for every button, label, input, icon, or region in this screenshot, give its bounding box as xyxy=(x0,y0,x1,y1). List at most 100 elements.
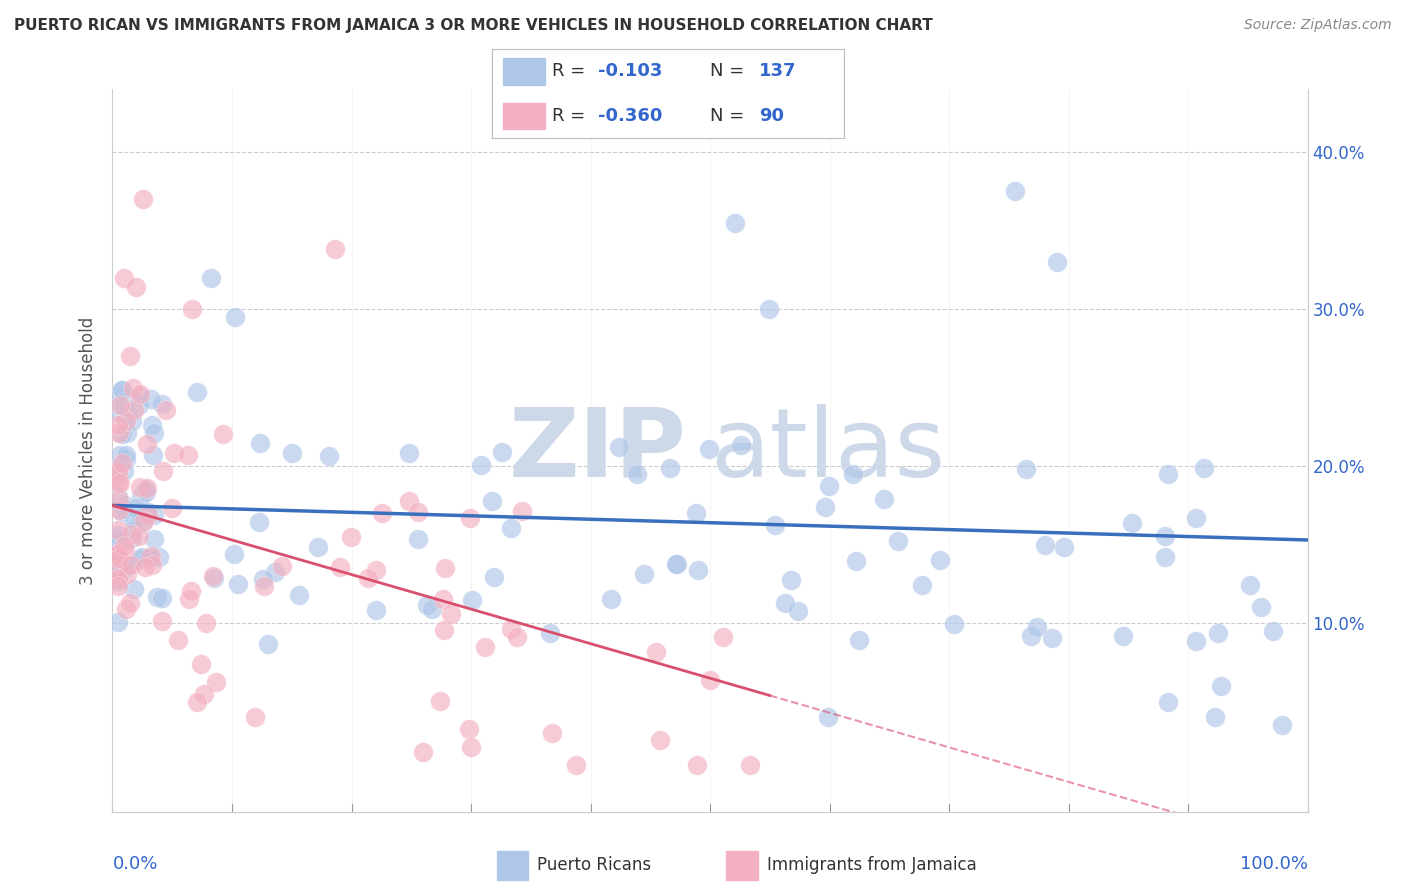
Point xyxy=(758,302,780,317)
Point xyxy=(148,549,170,564)
Point xyxy=(121,414,143,428)
Point xyxy=(115,601,138,615)
Point xyxy=(115,567,138,582)
Point xyxy=(626,467,648,481)
Point xyxy=(271,558,294,573)
Point xyxy=(1015,462,1038,476)
Point xyxy=(138,508,160,523)
Point xyxy=(281,446,304,460)
Text: -0.360: -0.360 xyxy=(598,107,662,125)
Point xyxy=(699,673,721,687)
Point xyxy=(108,476,131,491)
Point xyxy=(433,623,456,637)
Point xyxy=(108,466,131,480)
Point xyxy=(166,632,188,647)
Point xyxy=(600,592,623,607)
Point xyxy=(510,504,533,518)
Point xyxy=(122,381,145,395)
Point xyxy=(112,539,135,553)
Text: ZIP: ZIP xyxy=(508,404,686,497)
Point xyxy=(491,445,513,459)
Point xyxy=(114,543,136,558)
Point xyxy=(163,446,186,460)
Point xyxy=(1153,529,1175,543)
Point xyxy=(107,405,129,419)
Point xyxy=(252,572,274,586)
Point xyxy=(134,482,156,496)
Text: -0.103: -0.103 xyxy=(598,62,662,80)
Point xyxy=(686,563,709,577)
Point xyxy=(114,533,136,548)
Point xyxy=(108,551,131,566)
Point xyxy=(541,726,564,740)
Point xyxy=(318,449,340,463)
Point xyxy=(118,595,141,609)
Point xyxy=(114,270,135,285)
Point xyxy=(943,616,966,631)
Point xyxy=(224,547,246,561)
Point xyxy=(107,547,129,561)
Point xyxy=(125,280,148,294)
Point xyxy=(928,552,950,566)
Point xyxy=(108,502,131,516)
Point xyxy=(307,541,329,555)
Point xyxy=(650,733,672,747)
Point xyxy=(371,506,394,520)
Point xyxy=(607,440,630,454)
Point xyxy=(142,508,165,522)
Point xyxy=(150,397,173,411)
Bar xyxy=(725,851,758,880)
Point xyxy=(1209,679,1232,693)
Point xyxy=(1004,184,1026,198)
Text: 137: 137 xyxy=(759,62,797,80)
Point xyxy=(873,491,896,506)
Point xyxy=(111,505,134,519)
Point xyxy=(644,645,666,659)
Point xyxy=(177,591,200,606)
Point xyxy=(253,578,276,592)
Point xyxy=(226,577,249,591)
Point xyxy=(136,505,159,519)
Point xyxy=(180,583,202,598)
Point xyxy=(114,451,136,466)
Point xyxy=(115,425,138,440)
Point xyxy=(1112,629,1135,643)
Point xyxy=(139,392,162,407)
Point xyxy=(120,558,142,573)
Point xyxy=(685,506,707,520)
Point xyxy=(131,549,153,564)
Text: 0.0%: 0.0% xyxy=(112,855,157,873)
Point xyxy=(193,687,215,701)
Point xyxy=(112,399,135,413)
Point xyxy=(1035,538,1057,552)
Text: PUERTO RICAN VS IMMIGRANTS FROM JAMAICA 3 OR MORE VEHICLES IN HOUSEHOLD CORRELAT: PUERTO RICAN VS IMMIGRANTS FROM JAMAICA … xyxy=(14,18,932,33)
Point xyxy=(1121,516,1143,530)
Point xyxy=(128,480,150,494)
Point xyxy=(911,578,934,592)
Point xyxy=(107,461,129,475)
Point xyxy=(128,398,150,412)
Point xyxy=(1271,718,1294,732)
Point xyxy=(212,426,235,441)
Point xyxy=(141,558,163,572)
Point xyxy=(724,216,747,230)
Point xyxy=(114,414,136,428)
Y-axis label: 3 or more Vehicles in Household: 3 or more Vehicles in Household xyxy=(79,317,97,584)
Point xyxy=(111,456,134,470)
Point xyxy=(1154,550,1177,565)
Point xyxy=(108,550,131,565)
Point xyxy=(108,535,131,549)
Point xyxy=(195,615,218,630)
Point xyxy=(506,630,529,644)
Point xyxy=(117,559,139,574)
Point xyxy=(111,427,134,442)
Point xyxy=(110,398,132,412)
Point xyxy=(433,561,456,575)
Point xyxy=(107,574,129,588)
Point xyxy=(1250,599,1272,614)
Point xyxy=(364,603,387,617)
Point xyxy=(121,531,143,545)
Point xyxy=(107,546,129,560)
Point xyxy=(150,591,173,605)
Point xyxy=(461,593,484,607)
